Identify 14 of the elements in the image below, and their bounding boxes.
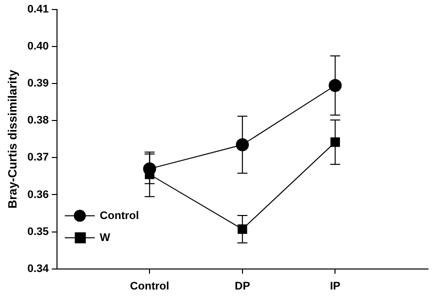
y-tick-label: 0.37 — [27, 152, 49, 164]
x-tick-label: DP — [234, 280, 250, 292]
legend-label: W — [100, 232, 111, 244]
y-tick-label: 0.40 — [27, 40, 49, 53]
y-tick-label: 0.36 — [27, 188, 49, 201]
y-tick-label: 0.39 — [27, 78, 49, 90]
y-axis-title: Bray-Curtis dissimilarity — [6, 70, 20, 209]
legend-label: Control — [100, 210, 139, 222]
x-tick-label: Control — [130, 280, 170, 292]
x-tick-label: IP — [330, 280, 340, 292]
y-tick-label: 0.38 — [27, 114, 49, 127]
y-tick-label: 0.34 — [27, 262, 50, 275]
y-tick-label: 0.35 — [27, 226, 49, 238]
y-tick-label: 0.41 — [27, 4, 49, 16]
